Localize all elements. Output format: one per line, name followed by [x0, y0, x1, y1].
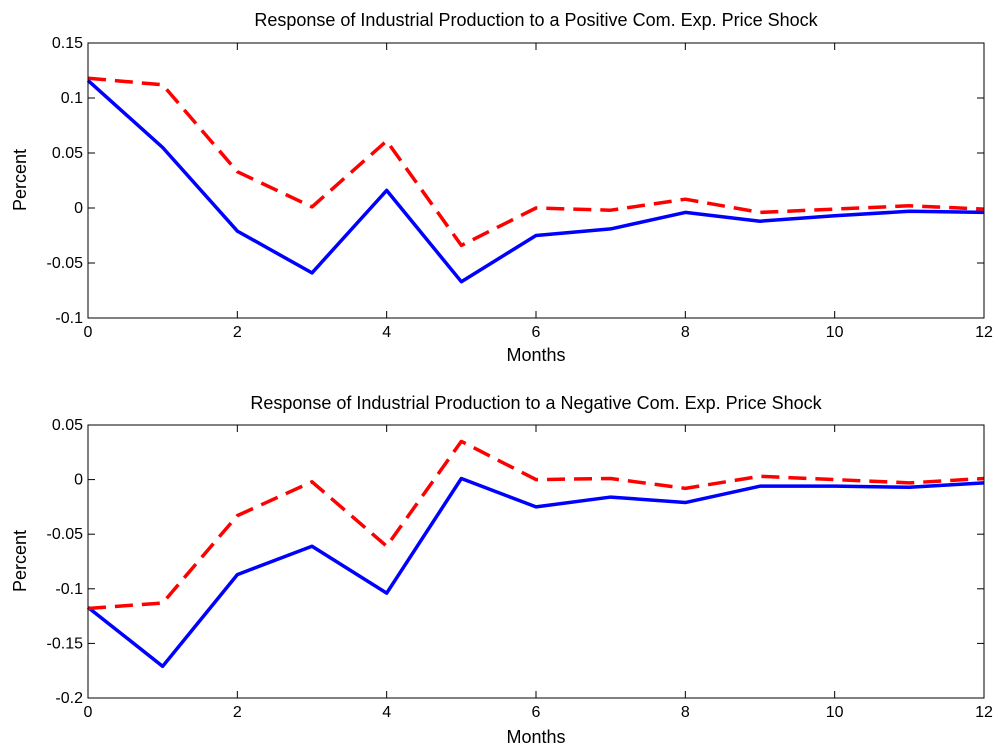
series-line-dashed-red: [87, 76, 985, 248]
series-line-dashed-red: [87, 439, 985, 611]
y-tick-label: -0.05: [47, 255, 84, 272]
y-axis-label: Percent: [10, 530, 30, 592]
y-tick-label: -0.05: [47, 526, 84, 543]
x-tick-label: 10: [826, 704, 844, 721]
y-axis-label: Percent: [10, 149, 30, 211]
x-tick-label: 8: [681, 704, 690, 721]
x-tick-label: 6: [532, 704, 541, 721]
plot-frame: [87, 42, 985, 319]
x-tick-label: 10: [826, 324, 844, 341]
x-tick-label: 6: [532, 324, 541, 341]
chart-title: Response of Industrial Production to a N…: [250, 393, 822, 413]
chart-title: Response of Industrial Production to a P…: [254, 10, 818, 30]
x-tick-label: 4: [382, 324, 391, 341]
y-tick-label: -0.1: [55, 581, 83, 598]
y-tick-label: -0.2: [55, 690, 83, 707]
series-line-solid-blue: [86, 476, 985, 669]
y-tick-label: 0.15: [52, 35, 83, 52]
y-tick-label: 0.1: [61, 90, 83, 107]
y-tick-label: 0: [74, 472, 83, 489]
series-line-solid-blue: [86, 79, 985, 284]
y-tick-label: 0.05: [52, 417, 83, 434]
x-tick-label: 4: [382, 704, 391, 721]
x-axis-label: Months: [506, 345, 565, 365]
x-tick-label: 12: [975, 704, 993, 721]
x-tick-label: 12: [975, 324, 993, 341]
y-tick-label: -0.1: [55, 310, 83, 327]
axis-ticks: 0 2 4 6 8 10 12 -0.1 -0.05 0 0.05 0.1 0.15: [47, 35, 993, 341]
x-tick-label: 2: [233, 324, 242, 341]
y-tick-label: 0.05: [52, 145, 83, 162]
x-tick-label: 0: [84, 324, 93, 341]
chart-panel-positive-shock: Response of Industrial Production to a P…: [10, 10, 993, 365]
series-group: [86, 439, 985, 669]
axis-ticks: 0 2 4 6 8 10 12 -0.2 -0.15 -0.1 -0.05 0 0.05: [47, 417, 993, 721]
chart-panel-negative-shock: Response of Industrial Production to a N…: [10, 393, 993, 747]
x-tick-label: 8: [681, 324, 690, 341]
series-group: [86, 76, 985, 284]
x-axis-label: Months: [506, 727, 565, 747]
y-tick-label: 0: [74, 200, 83, 217]
y-tick-label: -0.15: [47, 635, 84, 652]
x-tick-label: 0: [84, 704, 93, 721]
plot-frame: [87, 424, 985, 699]
x-tick-label: 2: [233, 704, 242, 721]
